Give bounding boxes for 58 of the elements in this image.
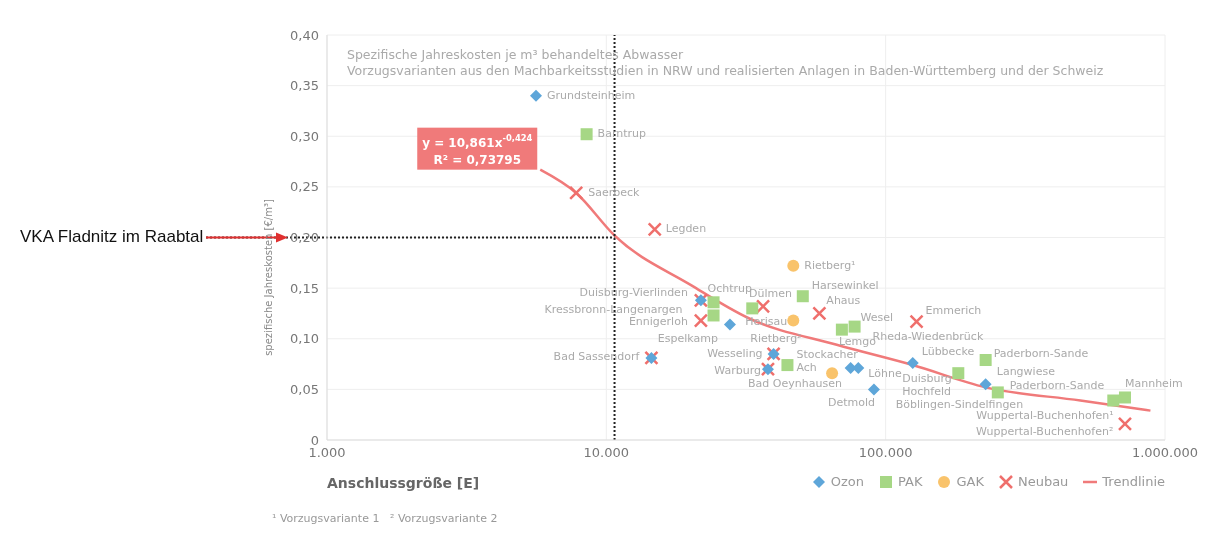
text: ¹ Vorzugsvariante 1 bbox=[272, 512, 380, 525]
annotation: Espelkamp bbox=[657, 331, 718, 345]
annotation: Barntrup bbox=[597, 127, 647, 141]
ref-line-label: VKA Fladnitz im Raabtal bbox=[20, 226, 204, 246]
legend-label: Neubau bbox=[1016, 474, 1069, 489]
annotation: R² = 0,73795 bbox=[433, 152, 522, 167]
x-axis-title: Anschlussgröße [E] bbox=[327, 475, 480, 491]
y-tick-label: 0,15 bbox=[290, 280, 319, 296]
text: Spezifische Jahreskosten je m³ behandeltes Abwasser bbox=[347, 47, 684, 62]
annotation: Wesel bbox=[860, 310, 894, 324]
annotation: y = 10,861x$^{-0,424}$ bbox=[422, 132, 533, 150]
annotation: Detmold bbox=[827, 396, 876, 410]
legend-label: PAK bbox=[897, 474, 923, 489]
annotation: Langwiese bbox=[996, 365, 1056, 379]
annotation: Paderborn-Sande bbox=[993, 347, 1089, 361]
y-tick-label: 0,20 bbox=[290, 230, 319, 246]
annotation: Paderborn-Sande bbox=[1009, 379, 1105, 393]
y-tick-label: 0,05 bbox=[290, 381, 319, 397]
x-tick-label: 1.000.000 bbox=[1131, 445, 1199, 461]
annotation: Stockacher bbox=[796, 348, 859, 362]
annotation: Lübbecke bbox=[921, 345, 975, 359]
annotation: Emmerich bbox=[925, 303, 982, 317]
annotation: Mannheim bbox=[1124, 377, 1183, 391]
annotation: Grundsteinheim bbox=[546, 88, 636, 102]
x-tick-label: 100.000 bbox=[858, 445, 913, 461]
legend-label: Trendlinie bbox=[1101, 474, 1165, 489]
annotation: Harsewinkel bbox=[811, 279, 879, 293]
annotation: Legden bbox=[665, 222, 707, 236]
annotation: Kressbronn-Langenargen bbox=[544, 303, 683, 317]
annotation: Wesseling bbox=[707, 346, 763, 360]
y-tick-label: 0,35 bbox=[290, 78, 319, 94]
annotation: Wuppertal-Buchenhofen² bbox=[975, 424, 1114, 438]
annotation: Ach bbox=[796, 361, 817, 375]
annotation: Bad Sassendorf bbox=[553, 349, 641, 363]
annotation: Duisburg-Vierlinden bbox=[579, 286, 688, 300]
y-tick-label: 0,30 bbox=[290, 128, 319, 144]
text: Vorzugsvarianten aus den Machbarkeitsstudien in NRW und realisierten Anlagen in Baden-Württemberg und der Schweiz bbox=[347, 63, 1104, 78]
legend-label: Ozon bbox=[829, 474, 864, 489]
y-tick-label: 0,25 bbox=[290, 179, 319, 195]
y-tick-label: 0,10 bbox=[290, 331, 319, 347]
x-tick-label: 10.000 bbox=[583, 445, 630, 461]
annotation: Rietberg² bbox=[750, 331, 802, 345]
annotation: Löhne bbox=[868, 367, 902, 381]
y-tick-label: 0 bbox=[310, 432, 319, 448]
annotation: Duisburg bbox=[902, 372, 952, 386]
text: ² Vorzugsvariante 2 bbox=[390, 512, 498, 525]
y-tick-label: 0,40 bbox=[290, 27, 319, 43]
annotation: Böblingen-Sindelfingen bbox=[895, 398, 1024, 412]
annotation: Ahaus bbox=[826, 294, 861, 308]
annotation: Warburg bbox=[714, 364, 761, 378]
legend-label: GAK bbox=[955, 474, 984, 489]
annotation: Hochfeld bbox=[902, 385, 952, 399]
annotation: Bad Oeynhausen bbox=[748, 377, 842, 391]
annotation: Rietberg¹ bbox=[804, 258, 856, 272]
annotation: Ennigerloh bbox=[628, 314, 688, 328]
x-tick-label: 1.000 bbox=[308, 445, 346, 461]
annotation: Saerbeck bbox=[588, 185, 640, 199]
y-axis-title: spezifische Jahreskosten [€/m³] bbox=[263, 199, 274, 356]
